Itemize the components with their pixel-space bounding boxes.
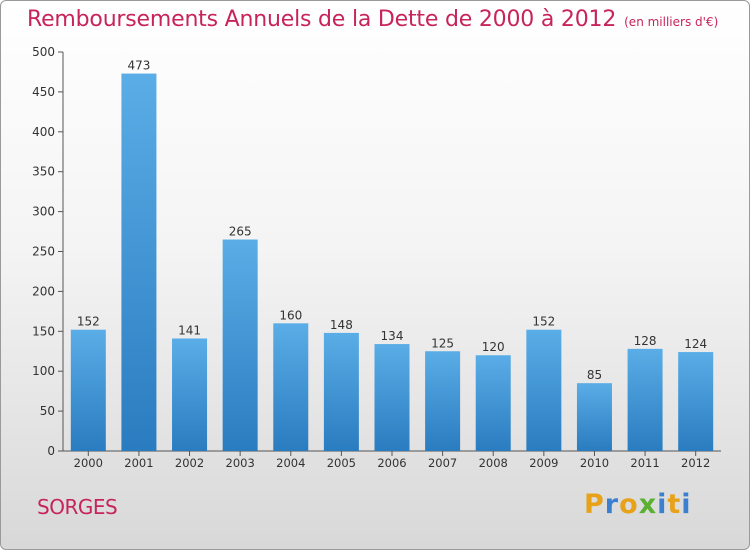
x-tick-label: 2007 bbox=[428, 456, 457, 470]
data-label: 160 bbox=[279, 308, 302, 322]
commune-name: SORGES bbox=[37, 495, 118, 519]
logo-letter: i bbox=[681, 489, 692, 520]
y-tick-label: 500 bbox=[32, 45, 55, 59]
x-tick-label: 2004 bbox=[276, 456, 305, 470]
chart-unit: (en milliers d'€) bbox=[624, 15, 719, 29]
chart-title: Remboursements Annuels de la Dette de 20… bbox=[27, 7, 718, 32]
proxiti-logo: Proxiti bbox=[584, 489, 692, 520]
data-label: 152 bbox=[77, 315, 100, 329]
bar bbox=[70, 329, 106, 451]
y-tick-label: 350 bbox=[32, 165, 55, 179]
logo-letter: r bbox=[604, 489, 620, 520]
logo-letter: i bbox=[657, 489, 668, 520]
data-label: 265 bbox=[229, 225, 252, 239]
data-label: 85 bbox=[587, 368, 602, 382]
y-tick-label: 150 bbox=[32, 324, 55, 338]
x-tick-label: 2010 bbox=[580, 456, 609, 470]
bar bbox=[172, 338, 208, 451]
x-tick-label: 2011 bbox=[630, 456, 659, 470]
bar bbox=[576, 383, 612, 451]
y-tick-label: 250 bbox=[32, 245, 55, 259]
data-label: 148 bbox=[330, 318, 353, 332]
bar bbox=[627, 348, 663, 451]
bar bbox=[121, 73, 157, 452]
data-label: 124 bbox=[684, 337, 707, 351]
x-tick-label: 2005 bbox=[327, 456, 356, 470]
y-tick-label: 0 bbox=[47, 444, 55, 458]
data-label: 120 bbox=[482, 340, 505, 354]
x-tick-label: 2009 bbox=[529, 456, 558, 470]
bar bbox=[273, 323, 309, 451]
data-label: 125 bbox=[431, 336, 454, 350]
x-tick-label: 2003 bbox=[226, 456, 255, 470]
y-tick-label: 50 bbox=[40, 404, 55, 418]
bar bbox=[425, 351, 461, 451]
x-tick-label: 2000 bbox=[74, 456, 103, 470]
x-tick-label: 2002 bbox=[175, 456, 204, 470]
logo-letter: t bbox=[667, 489, 682, 520]
y-tick-label: 450 bbox=[32, 85, 55, 99]
bar bbox=[323, 332, 359, 451]
bar bbox=[374, 344, 410, 451]
bar bbox=[678, 352, 714, 451]
logo-letter: P bbox=[584, 489, 605, 520]
chart-title-text: Remboursements Annuels de la Dette de 20… bbox=[27, 7, 617, 32]
y-tick-label: 300 bbox=[32, 205, 55, 219]
logo-letter: x bbox=[638, 489, 658, 520]
x-tick-label: 2001 bbox=[124, 456, 153, 470]
y-tick-label: 200 bbox=[32, 284, 55, 298]
x-tick-label: 2012 bbox=[681, 456, 710, 470]
data-label: 152 bbox=[532, 315, 555, 329]
bar bbox=[222, 239, 258, 451]
x-tick-label: 2006 bbox=[377, 456, 406, 470]
y-tick-label: 100 bbox=[32, 364, 55, 378]
data-label: 128 bbox=[634, 334, 657, 348]
bar bbox=[475, 355, 511, 451]
data-label: 141 bbox=[178, 323, 201, 337]
data-label: 473 bbox=[127, 59, 150, 73]
data-label: 134 bbox=[381, 329, 404, 343]
logo-letter: o bbox=[619, 489, 639, 520]
y-tick-label: 400 bbox=[32, 125, 55, 139]
bar bbox=[526, 329, 562, 451]
x-tick-label: 2008 bbox=[479, 456, 508, 470]
